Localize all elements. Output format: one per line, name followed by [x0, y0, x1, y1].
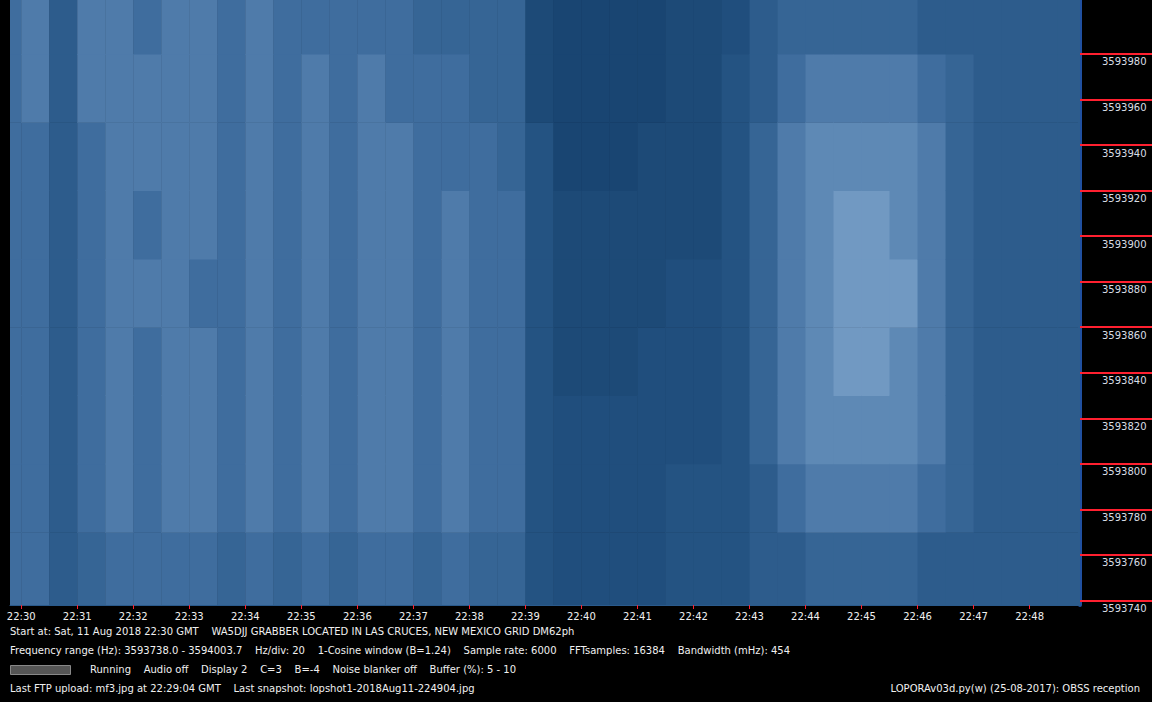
svg-text:3593840: 3593840 [1102, 375, 1147, 386]
svg-text:LOPORAv03d.py(w) (25-08-2017):: LOPORAv03d.py(w) (25-08-2017): OBSS rece… [891, 683, 1140, 694]
svg-text:22:35: 22:35 [287, 611, 316, 622]
svg-text:3593920: 3593920 [1102, 193, 1147, 204]
svg-text:Running Audio off Displa: Running Audio off Display 2 C=3 B=-4 Noi… [90, 664, 516, 675]
svg-text:22:33: 22:33 [175, 611, 204, 622]
svg-text:22:43: 22:43 [735, 611, 764, 622]
svg-text:22:41: 22:41 [623, 611, 652, 622]
svg-text:3593760: 3593760 [1102, 557, 1147, 568]
svg-text:22:44: 22:44 [791, 611, 820, 622]
svg-text:22:37: 22:37 [399, 611, 428, 622]
svg-text:3593740: 3593740 [1102, 603, 1147, 614]
svg-text:22:48: 22:48 [1015, 611, 1044, 622]
svg-text:22:45: 22:45 [847, 611, 876, 622]
svg-text:3593940: 3593940 [1102, 148, 1147, 159]
svg-text:22:39: 22:39 [511, 611, 540, 622]
svg-text:3593860: 3593860 [1102, 330, 1147, 341]
svg-text:22:38: 22:38 [455, 611, 484, 622]
svg-text:3593820: 3593820 [1102, 421, 1147, 432]
svg-text:Start at: Sat, 11 Aug 2018 22:: Start at: Sat, 11 Aug 2018 22:30 GMT WA5… [10, 626, 574, 637]
svg-text:22:40: 22:40 [567, 611, 596, 622]
svg-text:22:47: 22:47 [959, 611, 988, 622]
svg-text:22:31: 22:31 [63, 611, 92, 622]
svg-text:22:46: 22:46 [903, 611, 932, 622]
svg-text:22:36: 22:36 [343, 611, 372, 622]
svg-text:Frequency range (Hz): 3593738.: Frequency range (Hz): 3593738.0 - 359400… [10, 645, 790, 656]
svg-text:3593780: 3593780 [1102, 512, 1147, 523]
svg-text:22:32: 22:32 [119, 611, 148, 622]
svg-text:Last FTP upload: mf3.jpg at 22: Last FTP upload: mf3.jpg at 22:29:04 GMT… [10, 683, 475, 694]
svg-text:3593960: 3593960 [1102, 102, 1147, 113]
svg-text:3593900: 3593900 [1102, 239, 1147, 250]
svg-text:3593880: 3593880 [1102, 284, 1147, 295]
svg-text:22:34: 22:34 [231, 611, 260, 622]
svg-text:3593800: 3593800 [1102, 466, 1147, 477]
svg-text:3593980: 3593980 [1102, 56, 1147, 67]
svg-text:22:30: 22:30 [7, 611, 36, 622]
svg-text:22:42: 22:42 [679, 611, 708, 622]
